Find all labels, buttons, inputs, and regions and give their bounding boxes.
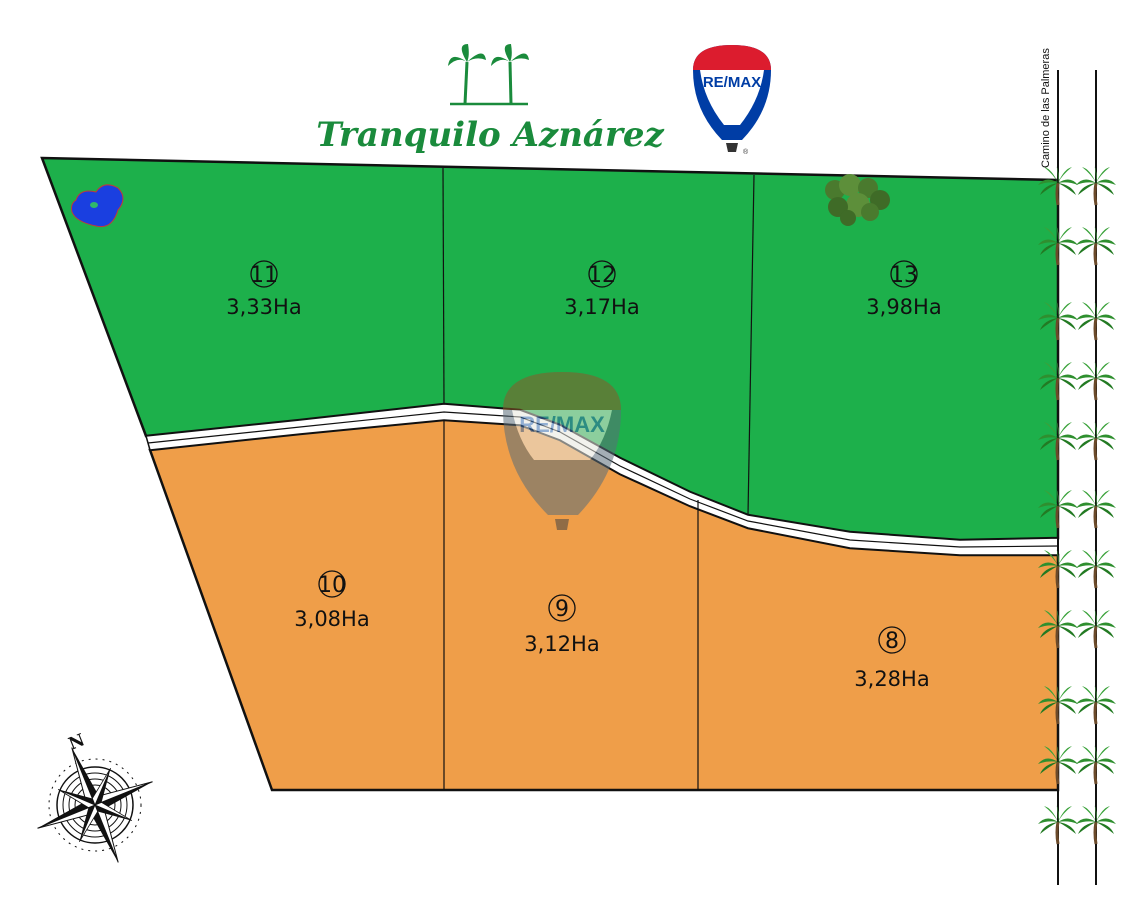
brand-name: Tranquilo Aznárez bbox=[316, 115, 664, 155]
lot-13[interactable]: 13 3,98Ha bbox=[866, 260, 942, 319]
lot-area: 3,98Ha bbox=[866, 295, 941, 319]
palm-tree-icon bbox=[1074, 418, 1118, 462]
palm-tree-icon bbox=[1074, 546, 1118, 590]
watermark-label: RE/MAX bbox=[519, 412, 605, 437]
lot-number: 12 bbox=[588, 263, 616, 288]
brand-logo: Tranquilo Aznárez bbox=[316, 44, 665, 155]
palm-tree-icon bbox=[1036, 802, 1080, 846]
lot-number: 9 bbox=[555, 597, 569, 622]
palm-tree-icon bbox=[448, 44, 529, 106]
palm-tree-icon bbox=[1074, 682, 1118, 726]
compass-north-label: N bbox=[66, 730, 88, 754]
lot-area: 3,08Ha bbox=[294, 607, 369, 631]
palm-tree-icon bbox=[1074, 606, 1118, 650]
agency-mark: ® bbox=[743, 148, 749, 156]
lot-area: 3,12Ha bbox=[524, 632, 599, 656]
road-label: Camino de las Palmeras bbox=[1040, 48, 1052, 168]
lot-area: 3,33Ha bbox=[226, 295, 301, 319]
tree-cluster-icon bbox=[825, 174, 890, 226]
lot-dividers bbox=[442, 167, 755, 790]
lot-11[interactable]: 11 3,33Ha bbox=[226, 260, 302, 319]
lot-area: 3,28Ha bbox=[854, 667, 929, 691]
lot-8[interactable]: 8 3,28Ha bbox=[854, 626, 930, 691]
road-camino-de-las-palmeras: Camino de las Palmeras bbox=[1040, 48, 1097, 885]
compass-rose-icon: N bbox=[37, 730, 153, 863]
palm-tree-icon bbox=[1074, 486, 1118, 530]
agency-label: RE/MAX bbox=[703, 74, 761, 91]
palm-tree-icon bbox=[1074, 358, 1118, 402]
lot-area: 3,17Ha bbox=[564, 295, 639, 319]
palm-tree-icon bbox=[1074, 163, 1118, 207]
watermark-balloon: RE/MAX bbox=[503, 372, 621, 530]
palm-tree-icon bbox=[1074, 298, 1118, 342]
palm-tree-icon bbox=[1074, 223, 1118, 267]
lot-number: 10 bbox=[318, 573, 346, 598]
lot-number: 13 bbox=[890, 263, 918, 288]
lot-number: 8 bbox=[885, 629, 899, 654]
palm-tree-icon bbox=[1074, 802, 1118, 846]
lot-12[interactable]: 12 3,17Ha bbox=[564, 260, 640, 319]
palm-tree-icon bbox=[1074, 742, 1118, 786]
hot-air-balloon-icon: RE/MAX ® bbox=[693, 45, 771, 156]
lot-9[interactable]: 9 3,12Ha bbox=[524, 594, 600, 656]
lot-10[interactable]: 10 3,08Ha bbox=[294, 570, 370, 631]
lot-number: 11 bbox=[250, 263, 278, 288]
